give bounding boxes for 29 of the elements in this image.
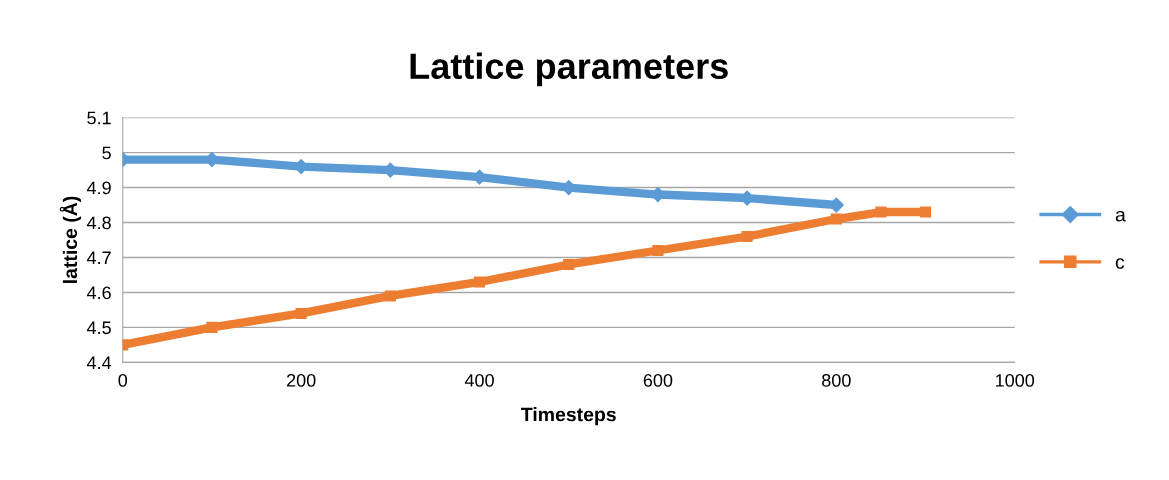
legend-label: a [1115,210,1126,222]
x-tick-label: 0 [118,373,128,387]
point [384,290,396,302]
point [875,206,887,218]
point [919,206,932,218]
point [741,230,753,243]
x-axis-title: Timesteps [521,407,616,426]
point [830,213,842,225]
y-tick-label: 4.9 [86,181,111,195]
y-tick-label: 5 [102,146,111,160]
point [563,258,575,271]
point [652,244,664,257]
point [473,276,486,288]
point [295,307,307,319]
x-tick-label: 800 [822,373,851,387]
point [206,321,218,333]
x-tick-label: 400 [464,373,494,387]
x-tick-label: 600 [643,373,673,387]
x-tick-label: 200 [286,373,316,387]
y-axis-title: lattice (Å) [59,196,81,283]
y-tick-label: 5.1 [87,111,111,125]
x-tick-label: 1000 [995,373,1035,387]
y-tick-label: 4.6 [86,286,111,300]
chart-title: Lattice parameters [410,52,728,87]
y-tick-label: 4.8 [86,216,111,230]
y-tick-label: 4.4 [86,356,112,369]
legend-label: c [1115,258,1125,269]
y-tick-label: 4.5 [86,321,111,335]
y-tick-label: 4.7 [86,251,111,265]
